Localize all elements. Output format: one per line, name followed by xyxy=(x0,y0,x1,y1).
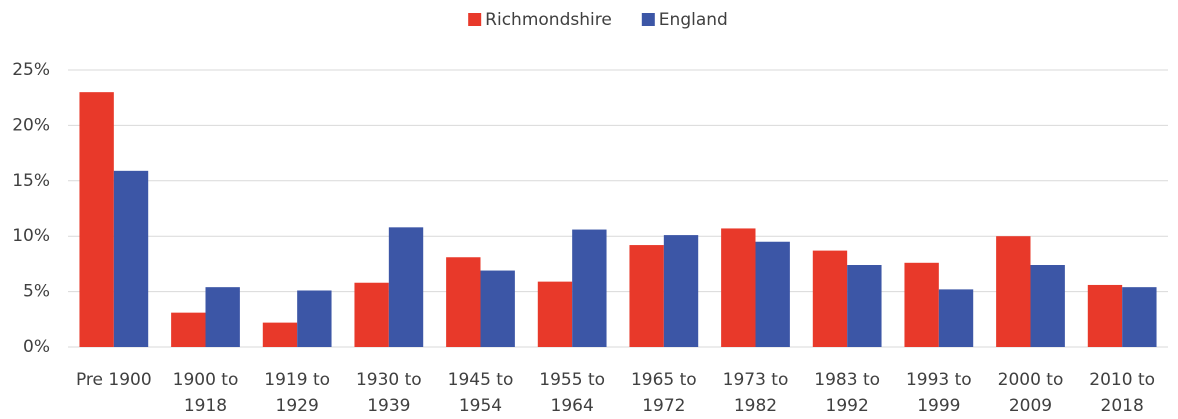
x-tick-label: 1965 to 1972 xyxy=(631,370,697,416)
bar xyxy=(1122,287,1157,347)
x-tick-label: 1993 to 1999 xyxy=(906,370,972,416)
legend-label: England xyxy=(659,10,728,30)
y-tick-label: 0% xyxy=(23,337,50,357)
bar xyxy=(388,227,424,347)
bar xyxy=(938,289,974,347)
bar xyxy=(480,270,515,347)
x-tick-label: 1930 to 1939 xyxy=(356,370,422,416)
bar xyxy=(996,236,1031,347)
bar xyxy=(446,257,481,347)
bar xyxy=(297,290,332,347)
x-tick-label: Pre 1900 xyxy=(76,370,152,390)
x-tick-label: 1945 to 1954 xyxy=(448,370,514,416)
y-tick-label: 5% xyxy=(23,282,50,302)
bar xyxy=(663,235,699,347)
bar xyxy=(537,281,573,347)
y-tick-label: 15% xyxy=(12,171,50,191)
y-tick-label: 10% xyxy=(12,226,50,246)
bar xyxy=(904,262,939,347)
bar xyxy=(812,250,848,347)
x-tick-label: 1955 to 1964 xyxy=(539,370,605,416)
x-tick-label: 1973 to 1982 xyxy=(723,370,789,416)
y-tick-label: 25% xyxy=(12,60,50,80)
bar xyxy=(262,322,298,347)
x-tick-label: 1900 to 1918 xyxy=(173,370,239,416)
legend-label: Richmondshire xyxy=(485,10,612,30)
bar xyxy=(79,92,114,347)
bar xyxy=(1087,284,1123,347)
bar xyxy=(171,312,206,347)
y-tick-label: 20% xyxy=(12,115,50,135)
bar xyxy=(1030,265,1065,347)
bar xyxy=(721,228,756,347)
bar xyxy=(847,265,882,347)
x-tick-label: 2000 to 2009 xyxy=(998,370,1064,416)
bar xyxy=(205,287,240,347)
x-tick-label: 1983 to 1992 xyxy=(814,370,880,416)
bar xyxy=(113,170,149,347)
x-tick-label: 2010 to 2018 xyxy=(1089,370,1155,416)
bar xyxy=(354,282,389,347)
x-tick-label: 1919 to 1929 xyxy=(264,370,330,416)
legend-swatch xyxy=(641,13,655,26)
bar xyxy=(755,241,790,347)
bar xyxy=(629,245,664,347)
bar xyxy=(572,229,607,347)
legend-swatch xyxy=(468,13,482,26)
